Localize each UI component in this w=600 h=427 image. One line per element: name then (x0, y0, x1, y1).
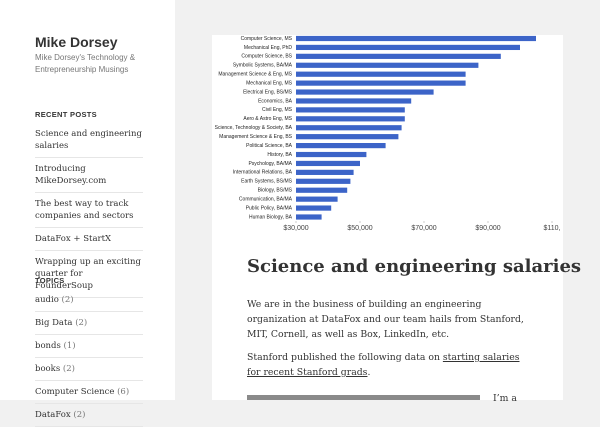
link[interactable]: starting salaries for recent Stanford gr… (247, 352, 520, 378)
topic-count: (2) (62, 364, 75, 374)
y-tick-label: International Relations, BA (233, 170, 293, 176)
y-tick-label: Mechanical Eng, PhD (244, 45, 292, 51)
topic-link[interactable]: audio (35, 295, 59, 305)
bar (296, 80, 466, 86)
topic-item: audio (2) (35, 289, 143, 312)
recent-posts: Science and engineering salaries Introduc… (35, 123, 143, 298)
bar (296, 53, 501, 59)
bar (296, 35, 536, 42)
y-tick-label: Symbolic Systems, BA/MA (233, 63, 293, 69)
text: Stanford published the following data on (247, 352, 443, 363)
bar (296, 62, 479, 68)
bar (296, 107, 405, 113)
widget-heading: RECENT POSTS (35, 110, 97, 119)
y-tick-label: Mechanical Eng, MS (246, 80, 293, 86)
topic-item: books (2) (35, 358, 143, 381)
text: We are in the business of building an en… (247, 299, 524, 340)
bar (296, 98, 412, 104)
table-header (247, 395, 480, 400)
y-tick-label: History, BA (267, 152, 292, 158)
topic-link[interactable]: Computer Science (35, 387, 115, 397)
post-link[interactable]: DataFox + StartX (35, 228, 143, 251)
sidebar (0, 0, 175, 400)
x-tick-label: $70,000 (411, 225, 436, 232)
y-tick-label: Management Science & Eng, MS (218, 72, 292, 78)
page: Mike Dorsey Mike Dorsey's Technology & E… (0, 0, 582, 427)
y-tick-label: Biology, BS/MS (258, 188, 293, 194)
topic-item: bonds (1) (35, 335, 143, 358)
site-tagline: Mike Dorsey's Technology & Entrepreneurs… (35, 53, 136, 74)
topic-count: (2) (61, 295, 74, 305)
y-tick-label: Electrical Eng, BS/MS (243, 89, 293, 95)
bar (296, 151, 367, 158)
topic-link[interactable]: DataFox (35, 410, 71, 420)
bar (296, 89, 434, 95)
chart: $30,000 $50,000 $70,000 $90,000 $110, Compute… (215, 35, 561, 232)
post-link[interactable]: Science and engineering salaries (35, 123, 143, 158)
y-tick-label: Public Policy, BA/MA (246, 205, 293, 211)
bar (296, 205, 332, 211)
site-title[interactable]: Mike Dorsey (35, 34, 118, 50)
bar (296, 214, 322, 220)
paragraph: We are in the business of building an en… (247, 297, 529, 342)
bar (296, 116, 405, 122)
post-title[interactable]: Science and engineering salaries (247, 256, 582, 277)
y-tick-label: Science, Technology & Society, BA (215, 125, 293, 131)
x-tick-label: $30,000 (283, 225, 308, 232)
y-tick-label: Human Biology, BA (249, 214, 293, 220)
widget-heading: TOPICS (35, 276, 65, 285)
post-link[interactable]: The best way to track companies and sect… (35, 193, 143, 228)
y-tick-label: Computer Science, MS (241, 36, 293, 42)
bar (296, 134, 399, 140)
post-link[interactable]: Wrapping up an exciting quarter for Foun… (35, 251, 143, 298)
y-tick-label: Psychology, BA/MA (248, 161, 292, 167)
y-tick-label: Earth Systems, BS/MS (241, 179, 293, 185)
topic-count: (6) (117, 387, 130, 397)
y-tick-label: Civil Eng, MS (262, 107, 293, 113)
bar (296, 44, 520, 51)
topic-item: Big Data (2) (35, 312, 143, 335)
topic-link[interactable]: Big Data (35, 318, 73, 328)
topic-count: (1) (63, 341, 76, 351)
topic-item: Computer Science (6) (35, 381, 143, 404)
bar (296, 178, 351, 184)
bar (296, 169, 354, 175)
y-tick-label: Political Science, BA (246, 143, 293, 149)
y-tick-label: Aero & Astro Eng, MS (243, 116, 292, 122)
text: . (367, 367, 371, 378)
topic-count: (2) (73, 410, 86, 420)
bar (296, 196, 338, 202)
topic-count: (2) (75, 318, 88, 328)
post-link[interactable]: Introducing MikeDorsey.com (35, 158, 143, 193)
y-tick-label: Communication, BA/MA (239, 196, 293, 202)
y-tick-label: Management Science & Eng, BS (219, 134, 292, 140)
topic-link[interactable]: books (35, 364, 61, 374)
post-card: $30,000 $50,000 $70,000 $90,000 $110, Compute… (212, 35, 563, 400)
y-tick-label: Computer Science, BS (241, 54, 292, 60)
bar (296, 160, 360, 167)
topic-item: DataFox (2) (35, 404, 143, 427)
topic-link[interactable]: bonds (35, 341, 61, 351)
paragraph: Stanford published the following data on… (247, 350, 529, 380)
x-tick-label: $50,000 (347, 225, 372, 232)
y-tick-label: Economics, BA (258, 98, 293, 104)
aside-text: I’m a (493, 393, 517, 404)
bar (296, 187, 348, 193)
bar (296, 143, 386, 149)
x-tick-label: $90,000 (475, 225, 500, 232)
topics: audio (2) Big Data (2) bonds (1) books (2) C… (35, 289, 143, 427)
x-tick-label: $110, (544, 225, 561, 232)
bar (296, 125, 402, 131)
bar (296, 71, 466, 77)
